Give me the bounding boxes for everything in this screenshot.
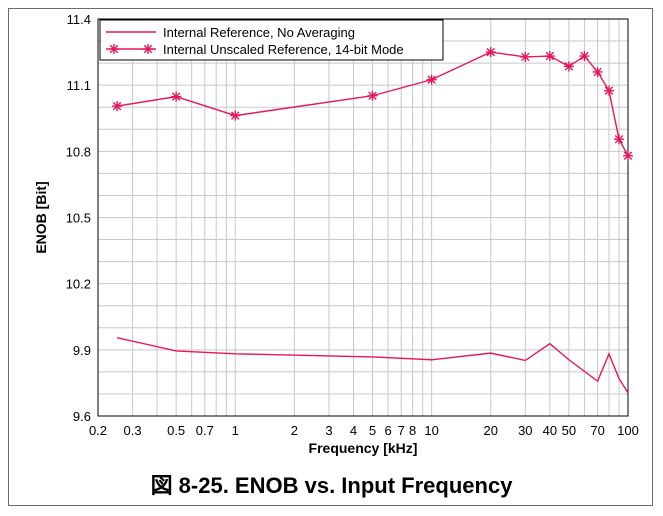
x-tick-label: 20	[484, 423, 498, 438]
legend-label: Internal Reference, No Averaging	[163, 25, 355, 40]
data-point	[592, 66, 603, 77]
x-tick-label: 1	[232, 423, 239, 438]
x-tick-label: 0.5	[167, 423, 185, 438]
plot-area	[97, 18, 629, 417]
data-point	[426, 74, 437, 85]
y-tick-label: 11.1	[67, 78, 91, 93]
x-tick-label: 6	[384, 423, 391, 438]
data-point	[614, 134, 625, 145]
data-point	[171, 91, 182, 102]
data-point	[367, 90, 378, 101]
series-line-2	[116, 51, 629, 157]
legend: Internal Reference, No Averaging Internal…	[99, 19, 444, 61]
x-tick-label: 4	[350, 423, 357, 438]
data-point	[230, 110, 241, 121]
legend-marker	[143, 44, 153, 54]
data-point	[544, 51, 555, 62]
figure-frame	[8, 8, 653, 506]
star-marker-stroke	[368, 91, 377, 100]
x-tick-label: 5	[369, 423, 376, 438]
x-tick-label: 3	[325, 423, 332, 438]
x-tick-label: 10	[424, 423, 438, 438]
star-marker-stroke	[143, 44, 153, 54]
star-marker-stroke	[604, 86, 614, 95]
figure-caption: 図 8-25. ENOB vs. Input Frequency	[150, 473, 513, 498]
data-point	[520, 51, 531, 62]
star-marker-stroke	[521, 52, 530, 62]
axis-ticks: 0.2 0.3 0.5 0.7 1 2 3 4 5 6 7 8 10 20 30 40 50 70 100 9.6 9.…	[66, 12, 639, 438]
y-tick-label: 10.5	[66, 211, 91, 226]
x-tick-label: 0.3	[124, 423, 142, 438]
y-tick-label: 10.2	[66, 277, 91, 292]
x-tick-label: 8	[409, 423, 416, 438]
y-axis-title: ENOB [Bit]	[33, 181, 49, 253]
y-tick-label: 10.8	[66, 144, 91, 159]
series-line-1	[116, 337, 629, 394]
data-point	[579, 51, 590, 62]
x-tick-label: 100	[617, 423, 639, 438]
star-marker-stroke	[545, 51, 555, 61]
x-tick-label: 50	[562, 423, 576, 438]
y-tick-label: 11.4	[67, 12, 91, 27]
legend-box	[99, 19, 444, 61]
star-marker-stroke	[486, 47, 495, 57]
legend-label: Internal Unscaled Reference, 14-bit Mode	[163, 42, 404, 57]
x-axis-title: Frequency [kHz]	[309, 440, 418, 456]
star-marker-stroke	[623, 151, 633, 160]
star-marker-stroke	[112, 101, 122, 111]
star-marker-stroke	[427, 75, 436, 84]
y-tick-label: 9.6	[73, 409, 91, 424]
x-tick-label: 0.2	[89, 423, 107, 438]
x-tick-label: 2	[291, 423, 298, 438]
x-tick-label: 0.7	[196, 423, 214, 438]
grid-lines	[98, 19, 628, 416]
star-marker-stroke	[171, 92, 181, 101]
data-point	[623, 150, 633, 161]
legend-marker	[109, 44, 119, 54]
x-tick-label: 30	[518, 423, 532, 438]
data-point	[563, 61, 574, 72]
x-tick-label: 70	[590, 423, 604, 438]
star-marker-stroke	[580, 51, 589, 61]
star-marker-stroke	[593, 67, 602, 77]
y-tick-label: 9.9	[73, 343, 91, 358]
star-marker-stroke	[109, 44, 119, 54]
star-marker-stroke	[614, 134, 624, 144]
x-tick-label: 40	[543, 423, 557, 438]
x-tick-label: 7	[398, 423, 405, 438]
enob-chart: 0.2 0.3 0.5 0.7 1 2 3 4 5 6 7 8 10 20 30 40 50 70 100 9.6 9.…	[33, 12, 639, 456]
data-point	[112, 101, 123, 112]
star-marker-stroke	[564, 62, 574, 71]
series-lines	[112, 47, 633, 394]
star-marker-stroke	[231, 111, 240, 120]
data-point	[603, 85, 614, 96]
data-point	[485, 47, 496, 58]
